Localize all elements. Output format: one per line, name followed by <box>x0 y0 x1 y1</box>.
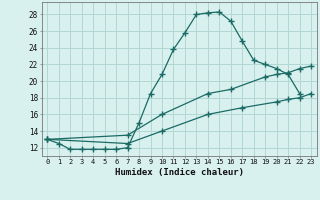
X-axis label: Humidex (Indice chaleur): Humidex (Indice chaleur) <box>115 168 244 177</box>
